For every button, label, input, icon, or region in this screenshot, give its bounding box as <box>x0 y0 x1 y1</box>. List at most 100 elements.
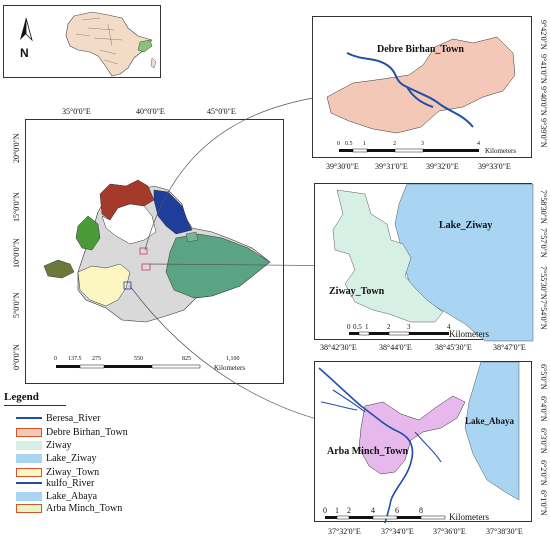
scale-label: 2 <box>347 506 351 515</box>
legend-label: Ziway <box>46 439 72 451</box>
arba-minch-map <box>318 361 520 524</box>
main-scale-bar: 0 137.5 275 550 825 1,100 <box>48 356 240 371</box>
legend-title: Legend <box>4 391 39 403</box>
scale-label: 0 <box>337 141 340 147</box>
tick: 7°58'30"N <box>539 190 548 224</box>
arba-minch-panel: Lake_Abaya Arba Minch_Town 0 1 2 4 6 8 K… <box>314 361 532 524</box>
ziway-town-label: Ziway_Town <box>329 286 385 297</box>
ziway-scale-bar: 0 0.5 1 2 3 4 <box>345 323 465 338</box>
tick: 39°31'0"E <box>375 162 408 171</box>
tick: 9°41'0"N <box>539 54 548 84</box>
tick: 9°39'0"N <box>539 118 548 148</box>
tick: 6°5'0"N <box>539 364 548 390</box>
north-arrow: N <box>16 16 36 60</box>
scale-label: 1 <box>335 506 339 515</box>
legend-item: Lake_Ziway <box>16 452 97 464</box>
ethiopia-map <box>43 179 271 323</box>
north-label: N <box>20 46 29 60</box>
arba-scale-unit: Kilometers <box>449 512 489 522</box>
legend: Legend <box>0 389 200 519</box>
scale-label: 1 <box>365 323 369 331</box>
ethiopia-highlight <box>137 39 153 53</box>
tick: 35°0'0"E <box>62 107 91 116</box>
legend-item: Ziway <box>16 439 72 451</box>
tick: 9°40'0"N <box>539 86 548 116</box>
scale-label: 2 <box>387 323 391 331</box>
debre-birhan-label: Debre Birhan_Town <box>377 44 464 55</box>
scale-label: 275 <box>92 356 101 362</box>
tick: 7°55'30"N <box>539 266 548 300</box>
legend-label: Beresa_River <box>46 412 101 424</box>
tick: 6°4'0"N <box>539 396 548 422</box>
scale-label: 3 <box>407 323 411 331</box>
main-scale-unit: Kilometers <box>214 364 246 372</box>
legend-item: Lake_Abaya <box>16 490 97 502</box>
tick: 7°57'0"N <box>539 228 548 258</box>
legend-fill-swatch <box>16 453 42 463</box>
scale-label: 4 <box>447 323 451 331</box>
tick: 39°33'0"E <box>478 162 511 171</box>
legend-fill-swatch <box>16 467 42 477</box>
tick: 37°34'0"E <box>381 527 414 536</box>
ziway-map <box>332 183 534 342</box>
legend-fill-swatch <box>16 440 42 450</box>
legend-rule <box>4 405 66 406</box>
debre-scale-bar: 0 0.5 1 2 3 4 <box>335 141 485 155</box>
legend-label: kulfo_River <box>46 477 95 489</box>
scale-label: 1 <box>363 141 366 147</box>
lake-abaya-label: Lake_Abaya <box>465 416 515 426</box>
tick: 45°0'0"E <box>207 107 236 116</box>
arba-scale-bar: 0 1 2 4 6 8 <box>321 506 451 522</box>
tick: 6°3'0"N <box>539 428 548 454</box>
scale-label: 4 <box>371 506 375 515</box>
legend-line-swatch <box>16 482 42 484</box>
scale-label: 8 <box>419 506 423 515</box>
legend-label: Debre Birhan_Town <box>46 426 128 438</box>
scale-label: 2 <box>393 141 396 147</box>
tick: 39°32'0"E <box>426 162 459 171</box>
tick: 40°0'0"E <box>136 107 165 116</box>
scale-label: 0.5 <box>353 323 362 331</box>
legend-label: Lake_Ziway <box>46 452 97 464</box>
legend-item: kulfo_River <box>16 477 94 489</box>
africa-map <box>65 11 157 77</box>
legend-item: Beresa_River <box>16 412 100 424</box>
tick: 37°36'0"E <box>433 527 466 536</box>
tick: 9°42'0"N <box>539 20 548 50</box>
tick: 38°45'30"E <box>435 343 472 352</box>
tick: 38°44'0"E <box>379 343 412 352</box>
tick: 6°1'0"N <box>539 490 548 516</box>
scale-label: 550 <box>134 356 143 362</box>
scale-label: 0 <box>323 506 327 515</box>
scale-label: 825 <box>182 356 191 362</box>
legend-label: Arba Minch_Town <box>46 502 123 514</box>
legend-fill-swatch <box>16 491 42 501</box>
ziway-panel: Lake_Ziway Ziway_Town 0 0.5 1 2 3 4 Kilo… <box>314 183 534 342</box>
scale-label: 4 <box>477 141 480 147</box>
tick: 38°42'30"E <box>320 343 357 352</box>
legend-item: Arba Minch_Town <box>16 502 122 514</box>
tick: 38°47'0"E <box>493 343 526 352</box>
scale-label: 6 <box>395 506 399 515</box>
scale-label: 0 <box>347 323 351 331</box>
debre-birhan-panel: Debre Birhan_Town 0 0.5 1 2 3 4 Kilomete… <box>312 16 532 158</box>
tick: 7°54'0"N <box>539 300 548 330</box>
tick: 37°38'30"E <box>486 527 523 536</box>
scale-label: 0 <box>54 356 57 362</box>
scale-label: 137.5 <box>68 356 82 362</box>
tick: 39°30'0"E <box>326 162 359 171</box>
legend-fill-swatch <box>16 503 42 513</box>
tick: 6°2'0"N <box>539 460 548 486</box>
legend-label: Lake_Abaya <box>46 490 98 502</box>
debre-birhan-map <box>326 36 516 134</box>
ethiopia-map-frame: 0 137.5 275 550 825 1,100 Kilometers <box>25 119 284 384</box>
scale-label: 0.5 <box>345 141 353 147</box>
legend-item: Ziway_Town <box>16 466 99 478</box>
ziway-scale-unit: Kilometers <box>449 329 489 339</box>
lake-ziway-label: Lake_Ziway <box>439 220 493 231</box>
scale-label: 1,100 <box>226 356 240 362</box>
legend-fill-swatch <box>16 427 42 437</box>
tick: 37°32'0"E <box>328 527 361 536</box>
legend-line-swatch <box>16 417 42 419</box>
legend-label: Ziway_Town <box>46 466 100 478</box>
